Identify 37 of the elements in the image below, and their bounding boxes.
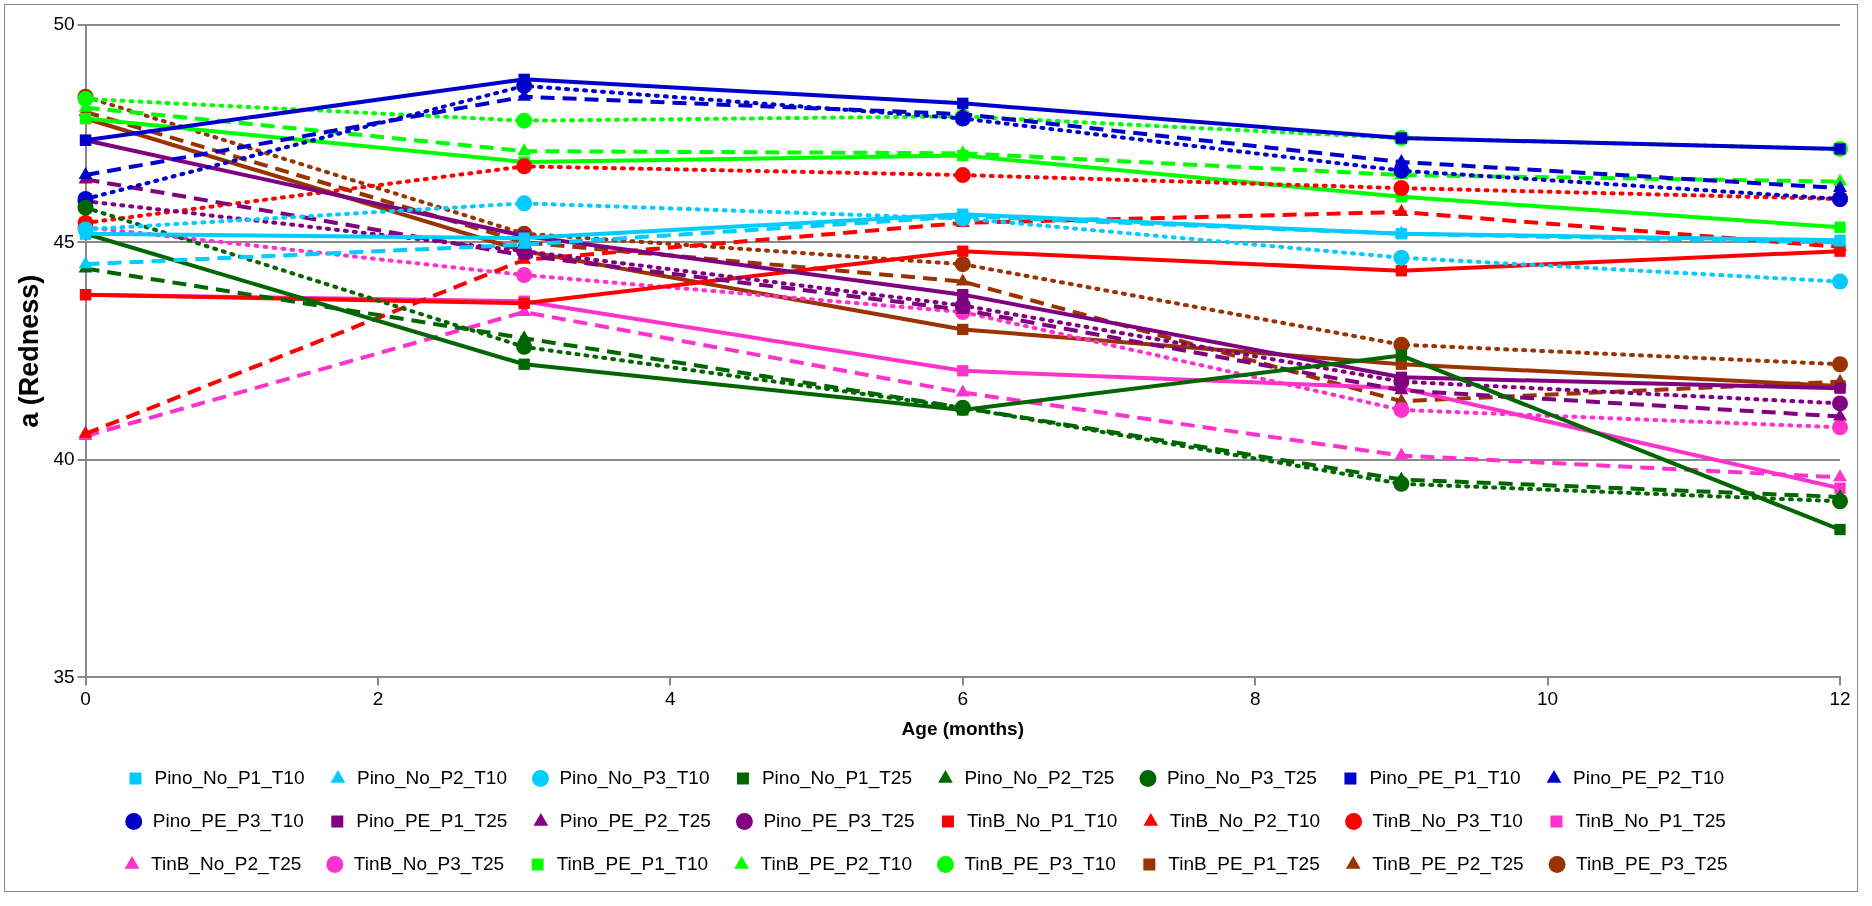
legend-label: Pino_No_P2_T10 xyxy=(356,766,507,789)
legend-label: TinB_PE_P1_T25 xyxy=(1168,852,1320,875)
y-tick-label: 35 xyxy=(53,665,75,687)
x-tick-label: 0 xyxy=(80,688,91,710)
x-tick-label: 6 xyxy=(957,688,969,710)
legend-label: TinB_PE_P1_T10 xyxy=(556,852,709,875)
legend-label: Pino_PE_P2_T10 xyxy=(1572,766,1725,789)
legend-label: Pino_No_P3_T25 xyxy=(1166,766,1317,789)
x-tick-label: 2 xyxy=(372,688,384,710)
legend-label: TinB_No_P3_T10 xyxy=(1372,809,1523,832)
legend-label: Pino_No_P1_T10 xyxy=(154,766,305,789)
x-tick-label: 10 xyxy=(1537,688,1559,710)
legend-label: TinB_No_P2_T25 xyxy=(151,852,302,875)
legend-label: TinB_PE_P2_T10 xyxy=(760,852,912,875)
legend-label: TinB_PE_P3_T25 xyxy=(1576,852,1728,875)
legend-label: Pino_PE_P1_T25 xyxy=(356,809,508,832)
x-tick-label: 12 xyxy=(1829,688,1851,710)
x-axis-title: Age (months) xyxy=(901,717,1024,739)
x-tick-label: 4 xyxy=(665,688,677,710)
legend-label: Pino_PE_P3_T25 xyxy=(763,809,915,832)
y-axis-title: a (Redness) xyxy=(13,274,44,428)
legend-label: Pino_PE_P1_T10 xyxy=(1369,766,1521,789)
legend-label: TinB_PE_P3_T10 xyxy=(964,852,1116,875)
legend-label: TinB_PE_P2_T25 xyxy=(1372,852,1524,875)
legend-label: TinB_No_P2_T10 xyxy=(1169,809,1321,832)
y-tick-label: 40 xyxy=(53,448,75,470)
legend-label: TinB_No_P3_T25 xyxy=(353,852,505,875)
y-tick-label: 50 xyxy=(53,13,75,35)
legend-label: Pino_No_P1_T25 xyxy=(761,766,912,789)
legend-label: TinB_No_P1_T10 xyxy=(966,809,1118,832)
legend-label: TinB_No_P1_T25 xyxy=(1575,809,1726,832)
legend-label: Pino_No_P2_T25 xyxy=(964,766,1115,789)
legend-label: Pino_PE_P3_T10 xyxy=(152,809,304,832)
legend-label: Pino_PE_P2_T25 xyxy=(559,809,711,832)
legend-label: Pino_No_P3_T10 xyxy=(559,766,710,789)
x-tick-label: 8 xyxy=(1249,688,1261,710)
y-tick-label: 45 xyxy=(53,230,75,252)
